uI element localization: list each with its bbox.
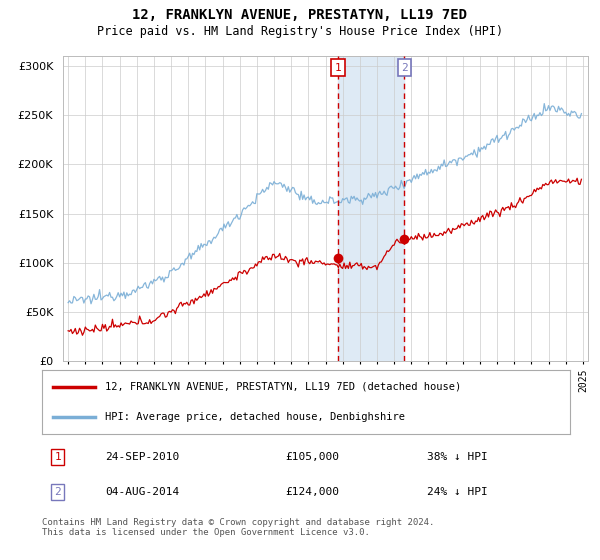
Text: 1: 1	[55, 452, 61, 462]
Text: £124,000: £124,000	[285, 487, 339, 497]
Text: 24% ↓ HPI: 24% ↓ HPI	[427, 487, 488, 497]
Text: 12, FRANKLYN AVENUE, PRESTATYN, LL19 7ED (detached house): 12, FRANKLYN AVENUE, PRESTATYN, LL19 7ED…	[106, 382, 461, 392]
Bar	[338, 56, 404, 361]
Text: Price paid vs. HM Land Registry's House Price Index (HPI): Price paid vs. HM Land Registry's House …	[97, 25, 503, 38]
Text: 24-SEP-2010: 24-SEP-2010	[106, 452, 179, 462]
Text: 12, FRANKLYN AVENUE, PRESTATYN, LL19 7ED: 12, FRANKLYN AVENUE, PRESTATYN, LL19 7ED	[133, 8, 467, 22]
Text: Contains HM Land Registry data © Crown copyright and database right 2024.
This d: Contains HM Land Registry data © Crown c…	[42, 518, 434, 538]
Text: 04-AUG-2014: 04-AUG-2014	[106, 487, 179, 497]
Text: HPI: Average price, detached house, Denbighshire: HPI: Average price, detached house, Denb…	[106, 412, 406, 422]
Text: 2: 2	[55, 487, 61, 497]
Text: 2: 2	[401, 63, 407, 73]
Text: 1: 1	[335, 63, 341, 73]
Text: 38% ↓ HPI: 38% ↓ HPI	[427, 452, 488, 462]
Text: £105,000: £105,000	[285, 452, 339, 462]
